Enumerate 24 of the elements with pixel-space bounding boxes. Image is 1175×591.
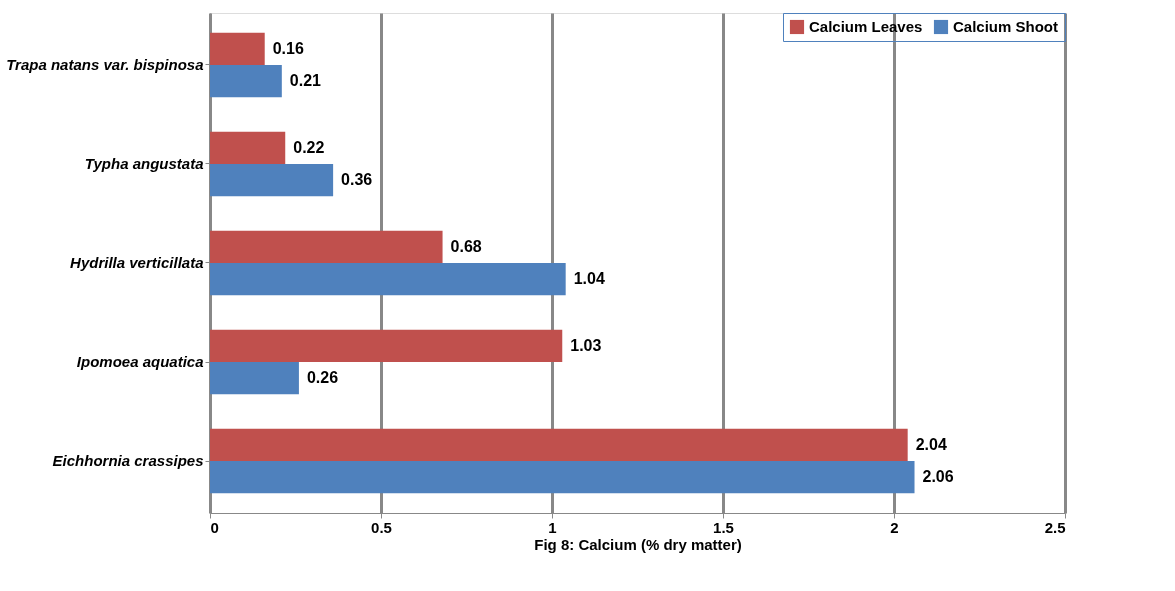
y-tick-label: Typha angustata	[84, 154, 204, 172]
data-label: 0.22	[293, 138, 325, 156]
x-tick-label: 2	[890, 518, 899, 536]
x-tick-label: 0.5	[371, 518, 392, 536]
legend-label: Calcium Shoot	[953, 18, 1059, 35]
data-label: 0.36	[341, 171, 373, 189]
x-tick-label: 1	[548, 518, 557, 536]
y-tick-label: Ipomoea aquatica	[76, 353, 204, 371]
data-label: 0.26	[306, 369, 339, 387]
data-label: 1.04	[573, 270, 605, 288]
data-label: 2.04	[915, 435, 947, 453]
x-axis-title: Fig 8: Calcium (% dry matter)	[534, 535, 742, 553]
y-tick-label: Hydrilla verticillata	[70, 254, 204, 271]
data-label: 0.16	[272, 39, 304, 57]
x-tick-label: 1.5	[713, 518, 734, 536]
data-label: 0.68	[450, 237, 482, 255]
y-tick-label: Eichhornia crassipes	[52, 452, 204, 470]
x-tick-label: 0	[210, 518, 219, 536]
x-tick-label: 2.5	[1044, 518, 1066, 536]
data-label: 1.03	[570, 336, 602, 354]
legend-label: Calcium Leaves	[809, 18, 923, 35]
data-label: 2.06	[922, 468, 954, 486]
y-tick-label: Trapa natans var. bispinosa	[6, 55, 204, 73]
data-label: 0.21	[289, 72, 322, 90]
